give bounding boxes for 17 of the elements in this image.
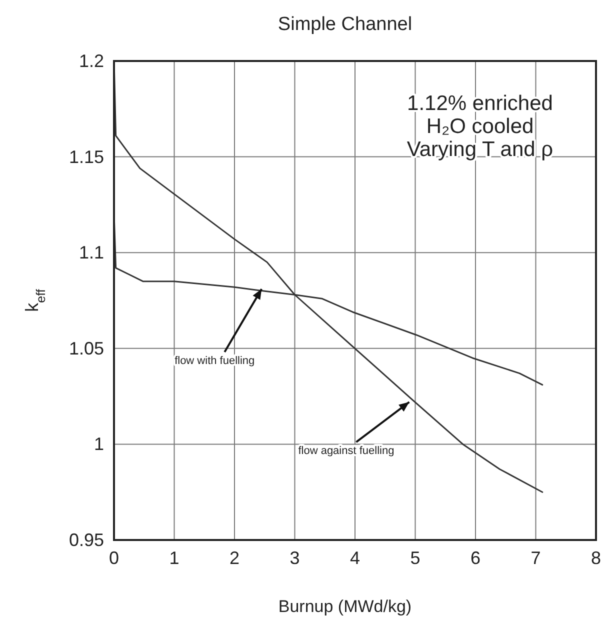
y-tick-label: 1.05 xyxy=(68,338,104,358)
y-tick-label: 1.2 xyxy=(78,51,104,71)
x-tick-label: 2 xyxy=(229,548,240,568)
x-tick-label: 0 xyxy=(108,548,120,568)
x-tick-label: 8 xyxy=(590,548,602,568)
x-tick-label: 4 xyxy=(350,548,360,568)
x-tick-label: 6 xyxy=(470,548,481,568)
x-tick-label: 7 xyxy=(530,548,541,568)
x-tick-label: 1 xyxy=(169,548,180,568)
y-tick-label: 1.15 xyxy=(68,146,104,167)
y-tick-label: 0.95 xyxy=(68,530,104,550)
x-tick-label: 5 xyxy=(410,548,420,568)
y-tick-label: 1 xyxy=(94,434,104,454)
y-tick-label: 1.1 xyxy=(78,242,104,263)
x-axis-title: Burnup (MWd/kg) xyxy=(278,597,412,616)
chart-title: Simple Channel xyxy=(278,14,412,35)
x-tick-label: 3 xyxy=(290,548,300,568)
